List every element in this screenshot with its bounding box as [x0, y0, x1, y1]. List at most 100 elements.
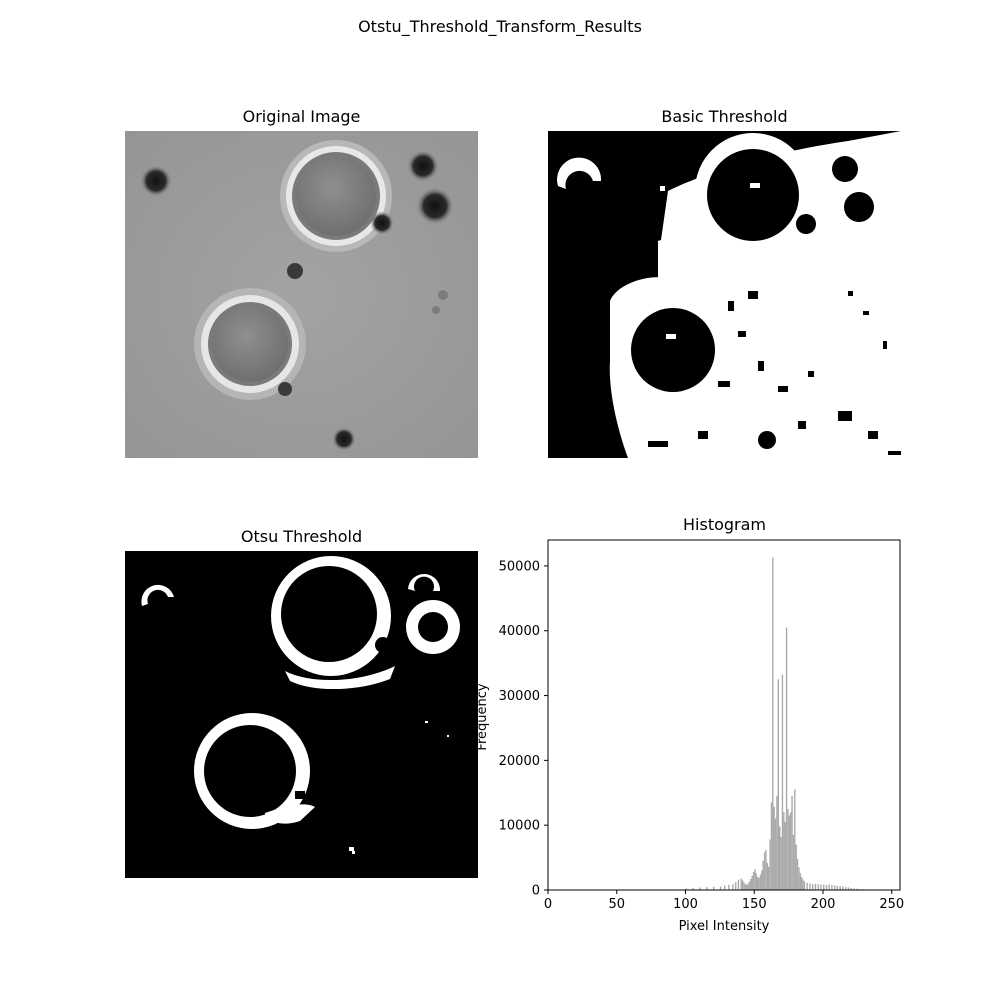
histogram-bar-38	[777, 679, 779, 890]
histogram-bar-31	[768, 866, 770, 890]
histogram-bar-13	[743, 882, 745, 890]
histogram-bar-33	[770, 802, 773, 890]
histogram-bar-72	[845, 887, 847, 890]
basic-threshold-image	[548, 131, 901, 458]
histogram-bar-55	[801, 877, 803, 890]
otsu-threshold-image	[125, 551, 478, 878]
histogram-bar-24	[758, 877, 760, 890]
y-tick-label-4: 40000	[499, 624, 540, 639]
histogram-bar-0	[685, 888, 687, 890]
histogram-bar-2	[699, 887, 701, 890]
histogram-bar-60	[812, 884, 814, 890]
histogram-bar-37	[776, 796, 778, 890]
histogram-bar-53	[798, 867, 800, 890]
histogram-bar-27	[762, 860, 764, 890]
histogram-bar-15	[746, 884, 748, 890]
histogram-bar-8	[732, 884, 734, 890]
histogram-bar-59	[809, 883, 811, 890]
y-tick-label-1: 10000	[499, 819, 540, 834]
histogram-bar-12	[741, 880, 744, 890]
histogram-bar-49	[792, 834, 795, 890]
histogram-bar-62	[817, 884, 819, 890]
histogram-bar-40	[780, 836, 782, 890]
histogram-bar-14	[744, 884, 746, 890]
original-image-title: Original Image	[242, 107, 361, 126]
histogram-bar-57	[803, 881, 806, 890]
y-tick-label-3: 30000	[499, 689, 540, 704]
histogram-bar-65	[825, 885, 828, 890]
basic-threshold-title: Basic Threshold	[661, 107, 788, 126]
histogram-bar-36	[774, 818, 777, 890]
histogram-bar-39	[779, 826, 781, 890]
basic-threshold-graphic	[548, 131, 901, 458]
histogram-bar-1	[692, 888, 694, 890]
histogram-bar-73	[847, 887, 850, 890]
histogram-bar-64	[823, 884, 825, 890]
histogram-bar-10	[737, 879, 740, 890]
x-tick-label-3: 150	[742, 897, 767, 912]
histogram-bar-41	[781, 674, 784, 890]
histogram-bar-61	[814, 883, 817, 890]
histogram-bar-66	[828, 884, 830, 890]
histogram-bar-18	[750, 878, 752, 890]
histogram-bar-46	[788, 815, 790, 890]
histogram-bar-30	[766, 862, 768, 890]
histogram-bar-7	[728, 884, 730, 890]
y-axis-label: Frequency	[475, 683, 490, 750]
histogram-bar-19	[751, 875, 753, 890]
histogram-bar-67	[831, 884, 833, 890]
histogram-bar-26	[761, 870, 763, 890]
histogram-bar-34	[772, 557, 774, 890]
histogram-bar-11	[740, 878, 742, 890]
x-tick-label-5: 250	[879, 897, 904, 912]
histogram-bar-47	[790, 812, 792, 890]
histogram-bar-71	[842, 886, 844, 890]
histogram-bar-4	[713, 886, 715, 890]
histogram-bar-3	[706, 887, 708, 890]
histogram-bar-76	[856, 888, 858, 890]
histogram-bar-22	[755, 873, 757, 890]
histogram-bar-28	[763, 852, 766, 890]
x-tick-label-0: 0	[544, 897, 552, 912]
x-tick-label-2: 100	[673, 897, 698, 912]
histogram-bar-5	[719, 886, 722, 890]
otsu-threshold-graphic	[125, 551, 478, 878]
histogram-bar-50	[794, 789, 796, 890]
histogram-bar-17	[748, 881, 751, 890]
otsu-threshold-title: Otsu Threshold	[240, 527, 363, 546]
histogram-bar-74	[850, 888, 852, 890]
histogram-bar-29	[765, 849, 767, 890]
histogram-bar-68	[834, 885, 836, 890]
histogram-bar-70	[839, 886, 841, 890]
plot-frame	[547, 539, 901, 891]
histogram-bar-63	[820, 884, 822, 890]
histogram-bar-35	[773, 807, 775, 890]
original-image-graphic	[125, 131, 478, 458]
histogram-bar-42	[783, 812, 785, 890]
histogram-bar-51	[795, 844, 797, 890]
histogram-bar-20	[752, 871, 755, 890]
histogram-bar-21	[754, 869, 756, 890]
histogram-bar-75	[853, 888, 855, 890]
y-tick-label-5: 50000	[499, 559, 540, 574]
histogram-axes: 0 50 100 150 200 250 0 10000 20000 30000 40000 5000…	[499, 539, 904, 912]
figure-title: Otstu_Threshold_Transform_Results	[358, 17, 642, 36]
histogram-title: Histogram	[683, 515, 766, 534]
histogram-bar-69	[836, 885, 839, 890]
histogram-bar-56	[802, 879, 804, 890]
histogram-bar-54	[799, 873, 801, 890]
histogram-bar-44	[785, 627, 788, 890]
histogram-bars	[685, 557, 880, 890]
x-tick-label-1: 50	[608, 897, 625, 912]
histogram-bar-23	[757, 877, 759, 890]
histogram-bar-45	[787, 808, 789, 890]
histogram-bar-6	[724, 885, 726, 890]
histogram-bar-58	[806, 882, 808, 890]
histogram-bar-16	[747, 883, 749, 890]
histogram-bar-43	[784, 821, 786, 890]
histogram-bar-48	[791, 796, 793, 890]
original-image	[125, 131, 478, 458]
x-axis-label: Pixel Intensity	[679, 919, 770, 934]
x-tick-label-4: 200	[811, 897, 836, 912]
